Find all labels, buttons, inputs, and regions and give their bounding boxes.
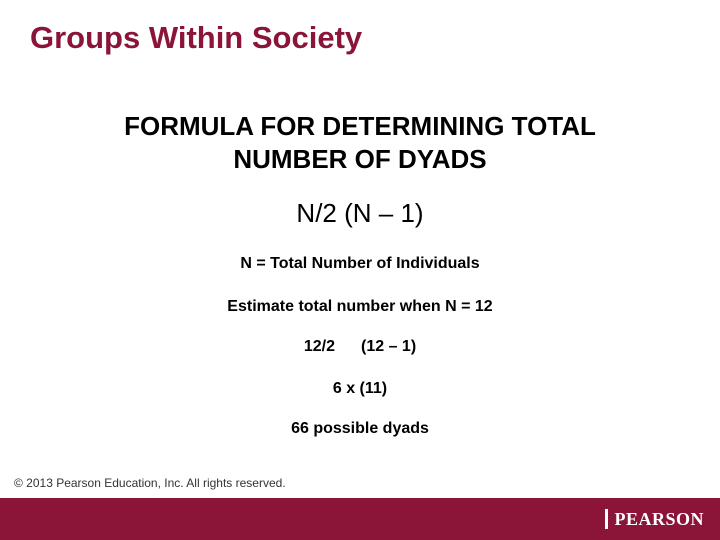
logo-bar-icon xyxy=(605,509,608,529)
logo-text: PEARSON xyxy=(614,509,704,530)
pearson-logo: PEARSON xyxy=(605,506,704,532)
n-definition: N = Total Number of Individuals xyxy=(0,255,720,273)
calc-result: 66 possible dyads xyxy=(0,420,720,438)
subtitle-line-1: FORMULA FOR DETERMINING TOTAL xyxy=(124,111,596,141)
copyright-text: © 2013 Pearson Education, Inc. All right… xyxy=(14,476,286,490)
estimate-prompt: Estimate total number when N = 12 xyxy=(0,298,720,316)
formula-expression: N/2 (N – 1) xyxy=(0,198,720,229)
slide-title: Groups Within Society xyxy=(30,20,362,56)
formula-heading: FORMULA FOR DETERMINING TOTAL NUMBER OF … xyxy=(0,110,720,175)
step1-left: 12/2 xyxy=(304,338,335,355)
calc-step-1: 12/2 (12 – 1) xyxy=(0,338,720,356)
subtitle-line-2: NUMBER OF DYADS xyxy=(233,144,486,174)
calc-step-2: 6 x (11) xyxy=(0,380,720,398)
step1-right: (12 – 1) xyxy=(361,338,416,355)
